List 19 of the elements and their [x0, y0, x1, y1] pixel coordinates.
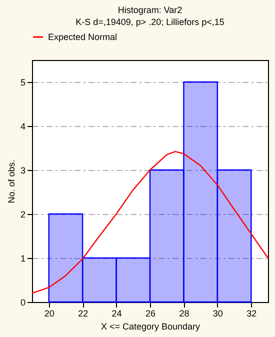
x-tick-label: 20: [44, 308, 54, 318]
x-tick-label: 32: [246, 308, 257, 318]
y-tick-label: 4: [20, 122, 26, 132]
x-tick-label: 30: [212, 308, 223, 318]
x-tick-label: 22: [78, 308, 88, 318]
x-tick-label: 28: [179, 308, 190, 318]
x-tick-label: 26: [145, 308, 156, 318]
x-tick-label: 24: [112, 308, 122, 318]
y-tick-label: 3: [20, 166, 26, 176]
line-series: [31, 150, 269, 294]
y-tick-label: 1: [20, 254, 26, 264]
chart-title: Histogram: Var2: [118, 5, 182, 15]
y-tick-label: 5: [20, 78, 26, 88]
legend-label: Expected Normal: [48, 32, 118, 42]
y-axis-title: No. of obs.: [6, 160, 16, 204]
y-tick-label: 2: [20, 210, 26, 220]
chart-subtitle: K-S d=,19409, p> .20; Lilliefors p<,15: [76, 17, 224, 27]
y-tick-label: 0: [20, 298, 26, 308]
x-axis-title: X <= Category Boundary: [100, 322, 201, 332]
